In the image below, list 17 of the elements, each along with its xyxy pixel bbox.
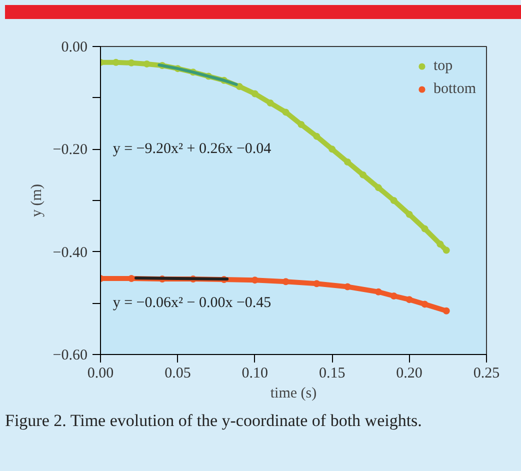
y-tick-label: 0.00 — [61, 40, 88, 56]
x-tick-label: 0.15 — [318, 366, 346, 382]
annotation: y = −0.06x² − 0.00x −0.45 — [112, 295, 272, 312]
x-axis-title: time (s) — [270, 386, 317, 402]
x-tick-label: 0.20 — [396, 366, 422, 382]
caption: Figure 2. Time evolution of the y-coordinate of both weights. — [5, 410, 422, 432]
x-tick-label: 0.25 — [473, 366, 500, 382]
y-tick-label: −0.20 — [52, 142, 88, 158]
legend-label: bottom — [433, 80, 476, 98]
y-tick-label: −0.40 — [52, 244, 88, 261]
legend-label: top — [433, 58, 454, 74]
x-tick-label: 0.10 — [242, 366, 268, 382]
y-tick-label: −0.60 — [52, 348, 88, 364]
x-tick-label: 0.00 — [87, 366, 114, 382]
annotation: y = −9.20x² + 0.26x −0.04 — [112, 141, 272, 158]
x-tick-label: 0.05 — [164, 366, 191, 382]
y-axis-title: y (m) — [28, 184, 45, 217]
